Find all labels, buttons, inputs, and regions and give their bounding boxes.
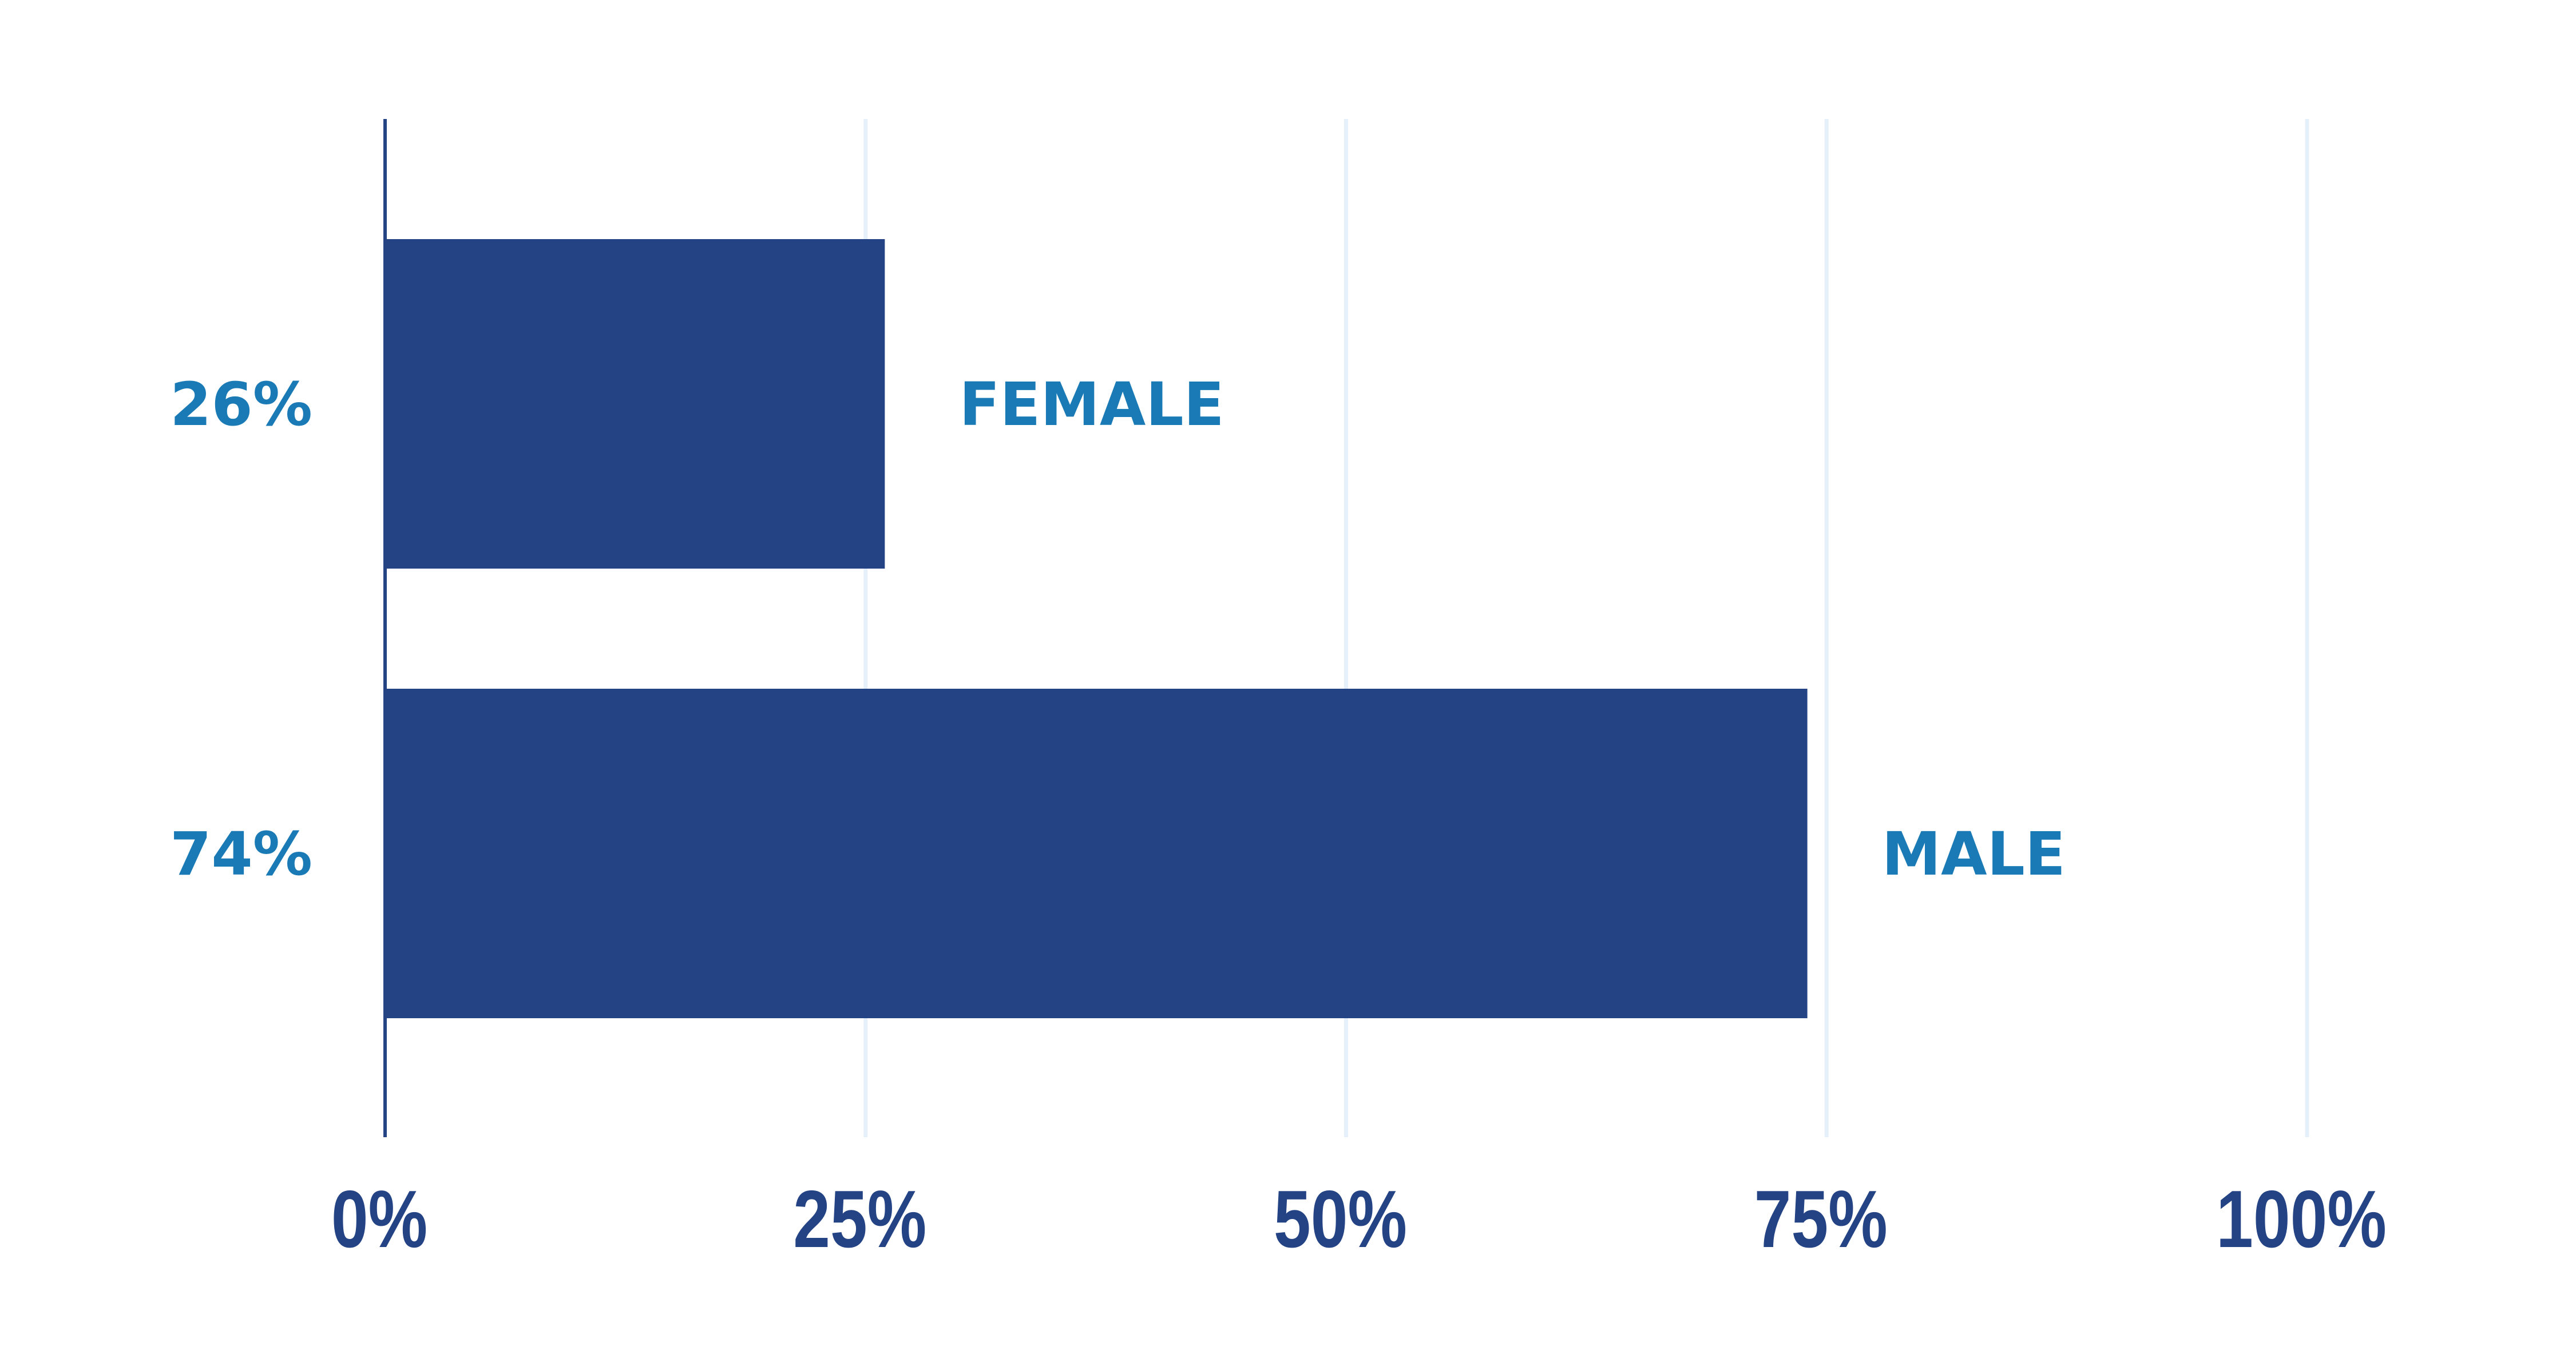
category-label: FEMALE [959, 370, 1224, 439]
data-label: 74% [170, 819, 312, 889]
x-tick-label: 0% [331, 1173, 427, 1265]
x-tick-label: 50% [1274, 1173, 1407, 1265]
category-label: MALE [1882, 819, 2066, 889]
bar-male [385, 689, 1808, 1018]
x-tick-label: 100% [2216, 1173, 2387, 1265]
bar-female [385, 239, 885, 569]
x-tick-label: 25% [793, 1173, 926, 1265]
x-tick-label: 75% [1754, 1173, 1888, 1265]
bars [385, 239, 1808, 1018]
labels: 0% 25% 50% 75% 100% 26% FEMALE 74% MALE [170, 370, 2387, 1265]
data-label: 26% [170, 370, 312, 439]
